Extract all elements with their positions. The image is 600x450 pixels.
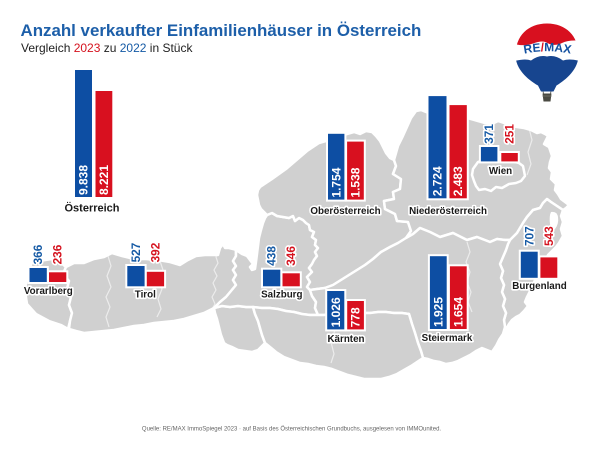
svg-text:Tirol: Tirol (135, 290, 156, 301)
svg-text:Kärnten: Kärnten (327, 334, 364, 345)
svg-text:392: 392 (149, 242, 163, 262)
svg-text:707: 707 (522, 226, 536, 246)
svg-text:Burgenland: Burgenland (512, 281, 566, 292)
svg-text:438: 438 (265, 246, 279, 266)
svg-text:9.838: 9.838 (77, 165, 91, 195)
svg-text:1.925: 1.925 (431, 297, 445, 327)
svg-text:Quelle: RE/MAX ImmoSpiegel 202: Quelle: RE/MAX ImmoSpiegel 2023 · auf Ba… (142, 426, 441, 433)
svg-text:527: 527 (129, 242, 143, 262)
svg-text:Vergleich 2023 zu 2022 in Stüc: Vergleich 2023 zu 2022 in Stück (21, 41, 193, 55)
svg-text:1.754: 1.754 (329, 167, 343, 197)
svg-text:2.724: 2.724 (431, 166, 445, 196)
svg-text:Anzahl verkaufter Einfamilienh: Anzahl verkaufter Einfamilienhäuser in Ö… (21, 21, 422, 40)
svg-text:2.483: 2.483 (451, 166, 465, 196)
svg-text:1.654: 1.654 (451, 297, 465, 327)
svg-text:Oberösterreich: Oberösterreich (310, 206, 380, 217)
svg-text:Vorarlberg: Vorarlberg (24, 286, 73, 297)
svg-text:371: 371 (482, 124, 496, 144)
svg-text:Wien: Wien (489, 166, 512, 177)
svg-text:236: 236 (51, 244, 65, 264)
svg-text:Salzburg: Salzburg (261, 289, 302, 300)
svg-text:778: 778 (349, 307, 363, 327)
svg-text:346: 346 (284, 246, 298, 266)
svg-text:543: 543 (542, 226, 556, 246)
svg-text:8.221: 8.221 (97, 165, 111, 195)
svg-text:Österreich: Österreich (64, 202, 119, 215)
svg-text:366: 366 (31, 244, 45, 264)
svg-text:251: 251 (503, 124, 517, 144)
svg-text:Steiermark: Steiermark (422, 333, 473, 344)
svg-text:RE/MAX: RE/MAX (522, 40, 572, 56)
svg-text:Niederösterreich: Niederösterreich (409, 206, 487, 217)
svg-text:1.026: 1.026 (329, 297, 343, 327)
svg-text:1.538: 1.538 (349, 167, 363, 197)
